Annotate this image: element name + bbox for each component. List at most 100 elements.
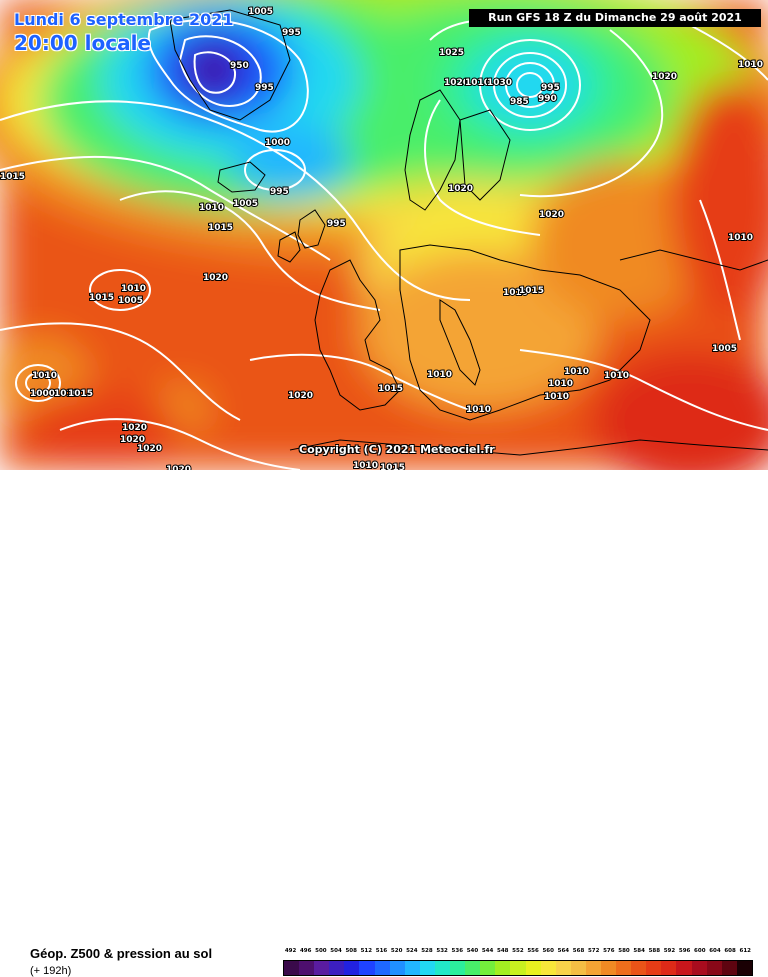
scale-swatch [600, 961, 617, 975]
scale-label: 604 [709, 948, 721, 954]
scale-swatch [585, 961, 601, 975]
scale-label: 596 [678, 948, 691, 954]
scale-label: 532 [436, 948, 448, 954]
pressure-label: 995 [255, 83, 274, 93]
pressure-label: 1020 [203, 273, 228, 283]
scale-swatch [736, 961, 752, 975]
pressure-label: 985 [510, 97, 529, 107]
scale-swatch [480, 961, 496, 975]
scale-label: 520 [390, 948, 403, 954]
pressure-label: 1020 [539, 210, 564, 220]
forecast-date: Lundi 6 septembre 2021 [14, 10, 234, 29]
forecast-time: 20:00 locale [14, 31, 151, 55]
scale-label: 612 [739, 948, 751, 954]
color-field [0, 0, 768, 470]
scale-label: 548 [497, 948, 509, 954]
pressure-label: 1010 [564, 367, 589, 377]
pressure-label: 1010 [199, 203, 224, 213]
pressure-label: 1010 [738, 60, 763, 70]
scale-label: 492 [284, 948, 297, 954]
scale-label: 544 [481, 948, 494, 954]
scale-colors [283, 960, 753, 976]
scale-swatch [540, 961, 556, 975]
pressure-label: 1000 [265, 138, 290, 148]
pressure-label: 1020 [444, 78, 469, 88]
pressure-label: 950 [230, 61, 249, 71]
pressure-label: 1000 [30, 389, 55, 399]
pressure-label: 1030 [487, 78, 512, 88]
scale-label: 592 [663, 948, 676, 954]
scale-swatch [329, 961, 345, 975]
scale-swatch [616, 961, 632, 975]
pressure-label: 1020 [288, 391, 313, 401]
pressure-label: 995 [541, 83, 560, 93]
pressure-label: 1005 [248, 7, 273, 17]
pressure-label: 1010 [728, 233, 753, 243]
pressure-label: 1005 [712, 344, 737, 354]
pressure-label: 1020 [652, 72, 677, 82]
scale-label: 580 [618, 948, 630, 954]
scale-swatch [419, 961, 435, 975]
scale-swatch [691, 961, 707, 975]
pressure-label: 1015 [519, 286, 544, 296]
pressure-label: 1010 [548, 379, 573, 389]
pressure-label: 1015 [208, 223, 233, 233]
scale-label: 560 [542, 948, 554, 954]
scale-label: 504 [330, 948, 342, 954]
scale-swatch [570, 961, 586, 975]
scale-label: 552 [512, 948, 524, 954]
pressure-label: 1010 [604, 371, 629, 381]
scale-swatch [631, 961, 647, 975]
pressure-label: 995 [270, 187, 289, 197]
scale-swatch [299, 961, 315, 975]
scale-label: 564 [557, 948, 570, 954]
scale-swatch [555, 961, 571, 975]
scale-label: 516 [375, 948, 388, 954]
pressure-label: 1010 [427, 370, 452, 380]
scale-label: 576 [603, 948, 615, 954]
pressure-label: 1010 [466, 405, 491, 415]
scale-swatch [646, 961, 662, 975]
scale-label: 608 [724, 948, 736, 954]
pressure-label: 990 [538, 94, 557, 104]
scale-swatch [359, 961, 375, 975]
scale-swatch [465, 961, 481, 975]
lead-time: (+ 192h) [30, 965, 72, 977]
scale-swatch [706, 961, 722, 975]
pressure-label: 1005 [233, 199, 258, 209]
scale-label: 508 [345, 948, 357, 954]
scale-swatch [450, 961, 466, 975]
scale-swatch [389, 961, 405, 975]
weather-map: 1005 995 950 995 1000 995 1005 1010 1015 995 1020 1… [0, 0, 768, 470]
pressure-label: 1020 [122, 423, 147, 433]
scale-swatch [374, 961, 390, 975]
isobars [0, 19, 768, 470]
pressure-label: 1020 [120, 435, 145, 445]
run-info-bar: Run GFS 18 Z du Dimanche 29 août 2021 [469, 9, 761, 27]
pressure-label: 1015 [68, 389, 93, 399]
scale-label: 512 [360, 948, 373, 954]
scale-swatch [525, 961, 541, 975]
legend-footer: Géop. Z500 & pression au sol (+ 192h) 49… [0, 470, 768, 977]
scale-swatch [314, 961, 330, 975]
pressure-label: 1025 [439, 48, 464, 58]
scale-swatch [434, 961, 451, 975]
scale-label: 528 [421, 948, 433, 954]
scale-label: 584 [633, 948, 645, 954]
scale-swatch [495, 961, 511, 975]
scale-label: 536 [451, 948, 464, 954]
pressure-label: 1010 [32, 371, 57, 381]
pressure-label: 1010 [121, 284, 146, 294]
scale-swatch [676, 961, 692, 975]
pressure-label: 1020 [448, 184, 473, 194]
pressure-label: 1010 [544, 392, 569, 402]
coastlines [169, 9, 768, 456]
scale-label: 500 [315, 948, 327, 954]
copyright-text: Copyright (C) 2021 Meteociel.fr [299, 443, 495, 456]
pressure-label: 1010 [54, 389, 79, 399]
scale-swatch [661, 961, 677, 975]
pressure-label: 1010 [353, 461, 378, 470]
scale-swatch [344, 961, 360, 975]
